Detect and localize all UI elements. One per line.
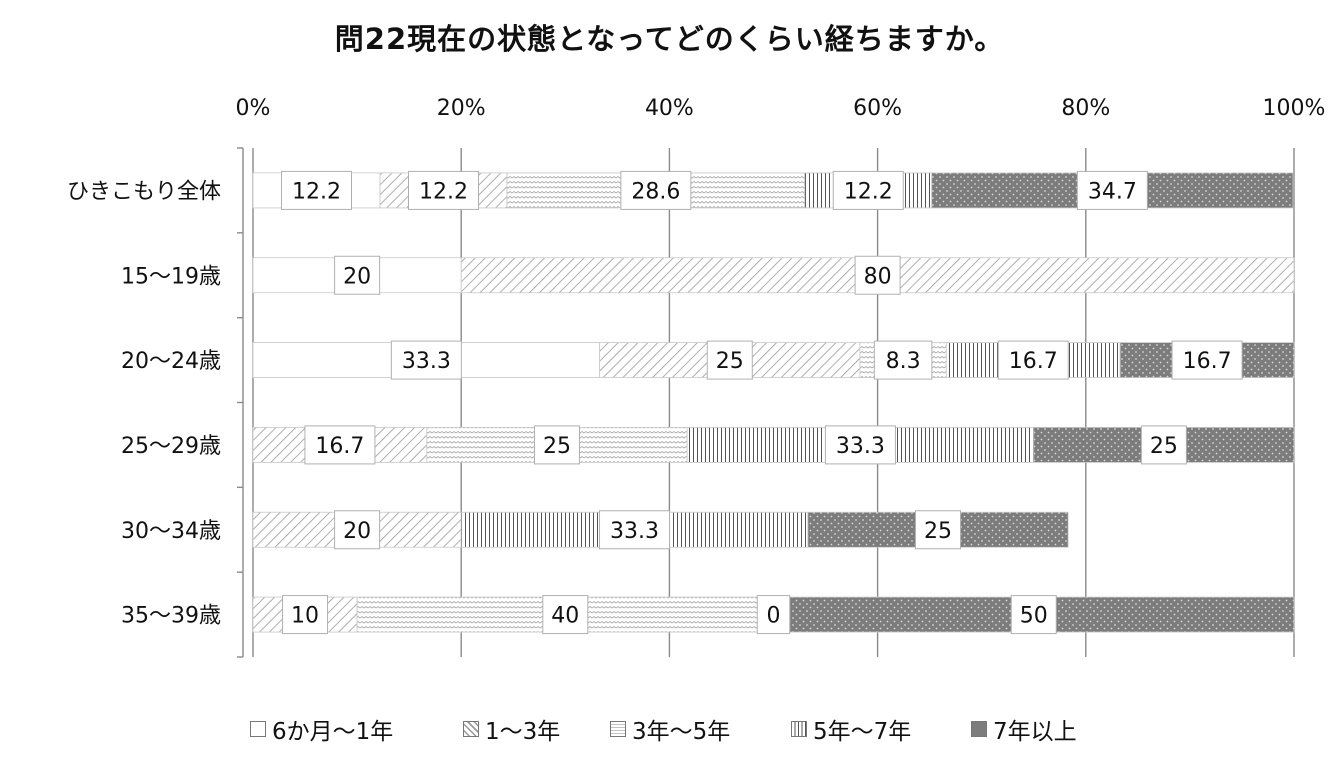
data-label-box (390, 340, 462, 380)
legend-item-3-5y: 3年〜5年 (610, 712, 730, 746)
category-label: 30〜34歳 (121, 519, 221, 544)
data-label: 16.7 (315, 434, 364, 459)
data-label-box (706, 340, 753, 380)
data-label-box (854, 255, 901, 295)
category-label: 15〜19歳 (121, 264, 221, 289)
data-label: 12.2 (292, 179, 341, 204)
legend-label: 1〜3年 (485, 719, 561, 745)
data-label: 8.3 (886, 349, 921, 374)
legend-label: 5年〜7年 (813, 719, 912, 745)
data-label: 34.7 (1088, 179, 1137, 204)
chart-title: 問22現在の状態となってどのくらい経ちますか。 (334, 22, 1005, 56)
category-label: 35〜39歳 (121, 604, 221, 629)
data-label-box (1010, 595, 1057, 635)
data-label: 25 (716, 349, 744, 374)
data-label: 16.7 (1183, 349, 1232, 374)
data-label: 33.3 (610, 519, 659, 544)
data-label-box (756, 595, 791, 635)
data-label: 33.3 (402, 349, 451, 374)
data-label-box (599, 510, 671, 550)
legend-label: 3年〜5年 (632, 719, 731, 745)
legend-swatch-5-7y (791, 721, 807, 737)
data-label: 25 (1150, 434, 1178, 459)
data-label-box (281, 170, 353, 210)
data-label-box (533, 425, 580, 465)
data-label: 25 (924, 519, 952, 544)
data-label: 28.6 (631, 179, 680, 204)
legend-swatch-6m-1y (250, 721, 266, 737)
x-tick-label: 20% (437, 96, 486, 121)
data-label: 16.7 (1009, 349, 1058, 374)
legend-swatch-1-3y (463, 721, 479, 737)
legend-item-7y-plus: 7年以上 (971, 712, 1077, 746)
data-label: 20 (343, 519, 371, 544)
x-tick-label: 80% (1061, 96, 1110, 121)
data-label: 33.3 (836, 434, 885, 459)
data-label-box (282, 595, 329, 635)
data-label-box (334, 255, 381, 295)
x-tick-label: 100% (1263, 96, 1326, 121)
data-label-box (1076, 170, 1148, 210)
x-tick-label: 0% (236, 96, 271, 121)
category-label: 20〜24歳 (121, 349, 221, 374)
data-label: 10 (291, 604, 319, 629)
legend-item-5-7y: 5年〜7年 (791, 712, 911, 746)
data-label-box (997, 340, 1069, 380)
data-label-box (914, 510, 961, 550)
data-label: 12.2 (419, 179, 468, 204)
x-tick-label: 60% (853, 96, 902, 121)
data-label-box (1171, 340, 1243, 380)
legend-swatch-7y-plus (971, 721, 987, 737)
data-label-box (542, 595, 589, 635)
legend-item-6m-1y: 6か月〜1年 (250, 712, 393, 746)
data-label: 40 (551, 604, 579, 629)
data-label: 80 (864, 264, 892, 289)
data-label: 0 (767, 604, 781, 629)
data-label-box (832, 170, 904, 210)
data-label-box (408, 170, 480, 210)
legend-label: 6か月〜1年 (272, 719, 394, 745)
legend-swatch-3-5y (610, 721, 626, 737)
data-label-box (334, 510, 381, 550)
data-label-box (304, 425, 376, 465)
legend-item-1-3y: 1〜3年 (463, 712, 560, 746)
data-label: 25 (543, 434, 571, 459)
data-label-box (620, 170, 692, 210)
data-label: 20 (343, 264, 371, 289)
category-label: 25〜29歳 (121, 434, 221, 459)
data-label-box (1140, 425, 1187, 465)
data-label: 50 (1020, 604, 1048, 629)
data-label-box (873, 340, 933, 380)
legend: 6か月〜1年 1〜3年 3年〜5年 5年〜7年 7年以上 (250, 712, 1250, 746)
x-tick-label: 40% (645, 96, 694, 121)
legend-label: 7年以上 (993, 719, 1077, 745)
data-label-box (824, 425, 896, 465)
data-label: 12.2 (844, 179, 893, 204)
category-label: ひきこもり全体 (67, 179, 221, 204)
